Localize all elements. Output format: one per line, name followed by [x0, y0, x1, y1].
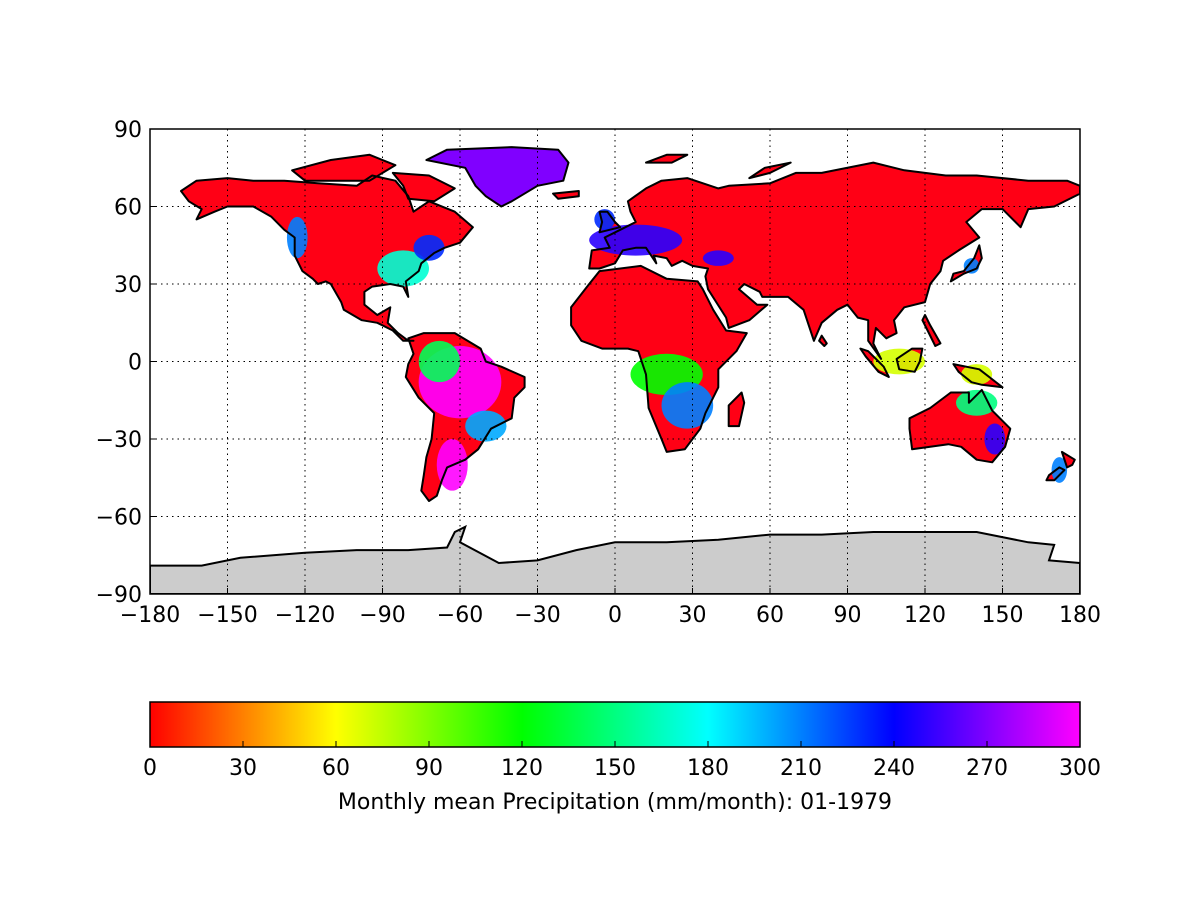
- tick-label-lat: −30: [96, 428, 142, 453]
- precip-east-us: [377, 250, 429, 287]
- tick-label-lon: −180: [120, 603, 180, 628]
- outline-southAmerica: [404, 332, 526, 502]
- tick-label-lon: −90: [359, 603, 405, 628]
- colorbar-tick-label: 240: [873, 756, 915, 781]
- precip-caucasus: [702, 250, 734, 266]
- colorbar-tick-labels: 0 30 60 90 120 150 180 210 240 270 300: [143, 741, 1101, 781]
- tick-label-lon: −60: [437, 603, 483, 628]
- colorbar-gradient: [150, 702, 1080, 747]
- tick-label-lon: −150: [197, 603, 257, 628]
- colorbar-tick-label: 30: [229, 756, 257, 781]
- outline-eurasia: [588, 161, 1080, 360]
- colorbar-tick-label: 270: [966, 756, 1008, 781]
- tick-label-lat: 30: [114, 273, 142, 298]
- colorbar-tick-label: 60: [322, 756, 350, 781]
- precip-amazon-west: [418, 340, 461, 383]
- precip-base-eurasia: [589, 162, 1080, 359]
- outline-philippines: [921, 314, 942, 347]
- precip-south-brazil: [465, 410, 507, 442]
- colorbar-tick-label: 210: [780, 756, 822, 781]
- precip-base-newZealandN: [1061, 451, 1075, 468]
- map-gridlines: [150, 129, 1080, 594]
- tick-label-lat: 60: [114, 196, 142, 221]
- outline-arcticIslands: [291, 153, 397, 182]
- precip-north-australia: [956, 389, 998, 416]
- precip-pacific-nw: [286, 216, 308, 259]
- tick-label-lon: 0: [608, 603, 622, 628]
- tick-label-lon: 120: [904, 603, 946, 628]
- outline-africa: [570, 264, 748, 453]
- tick-label-lon: 90: [834, 603, 862, 628]
- outline-sumatra: [859, 347, 890, 378]
- colorbar-label: Monthly mean Precipitation (mm/month): 0…: [338, 790, 892, 815]
- tick-label-lon: 150: [982, 603, 1024, 628]
- outline-baffin: [391, 171, 456, 203]
- precip-south-africa: [661, 382, 714, 429]
- colorbar-tick-label: 150: [594, 756, 636, 781]
- tick-label-lat: −90: [96, 583, 142, 608]
- tick-label-lat: 0: [128, 351, 142, 376]
- precip-base-arcticIslands: [292, 154, 396, 181]
- tick-label-lon: −120: [275, 603, 335, 628]
- tick-label-lon: 60: [756, 603, 784, 628]
- precip-greenland: [426, 147, 569, 207]
- tick-label-lat: −60: [96, 506, 142, 531]
- outline-uk: [598, 210, 622, 234]
- colorbar-tick-label: 300: [1059, 756, 1101, 781]
- precip-europe: [589, 224, 683, 256]
- colorbar-tick-label: 90: [415, 756, 443, 781]
- precip-base-novayaZemlya: [749, 162, 791, 179]
- outline-sriLanka: [818, 334, 828, 347]
- outline-novayaZemlya: [748, 161, 792, 180]
- colorbar-tick-label: 180: [687, 756, 729, 781]
- outline-newZealandN: [1060, 450, 1076, 469]
- antarctica: [150, 524, 1080, 594]
- latitude-tick-labels: −90 −60 −30 0 30 60 90: [96, 118, 156, 608]
- precip-base-svalbard: [646, 154, 688, 163]
- precipitation-field: [181, 147, 1080, 501]
- colorbar-tick-label: 120: [501, 756, 543, 781]
- outline-greenland: [425, 146, 570, 208]
- precip-base-northAmerica: [181, 175, 473, 341]
- outline-iceland: [552, 190, 580, 200]
- colorbar-tick-label: 0: [143, 756, 157, 781]
- tick-label-lat: 90: [114, 118, 142, 143]
- outline-svalbard: [645, 153, 689, 164]
- precip-base-philippines: [922, 315, 941, 346]
- longitude-tick-labels: −180 −150 −120 −90 −60 −30 0 30 60 90 120 150 180: [120, 588, 1101, 628]
- precip-base-baffin: [392, 172, 455, 202]
- precip-new-england: [413, 234, 445, 261]
- tick-label-lon: −30: [514, 603, 560, 628]
- tick-label-lon: 30: [679, 603, 707, 628]
- tick-label-lon: 180: [1059, 603, 1101, 628]
- outline-australia: [908, 388, 1012, 464]
- continent-outlines: [150, 146, 1080, 594]
- outline-japan: [949, 244, 983, 283]
- outline-madagascar: [727, 391, 746, 428]
- outline-newGuinea: [952, 363, 1004, 389]
- outline-borneo: [895, 347, 924, 373]
- precip-east-australia: [984, 423, 1006, 455]
- outline-newZealandS: [1045, 466, 1066, 482]
- precip-new-zealand: [1051, 457, 1068, 483]
